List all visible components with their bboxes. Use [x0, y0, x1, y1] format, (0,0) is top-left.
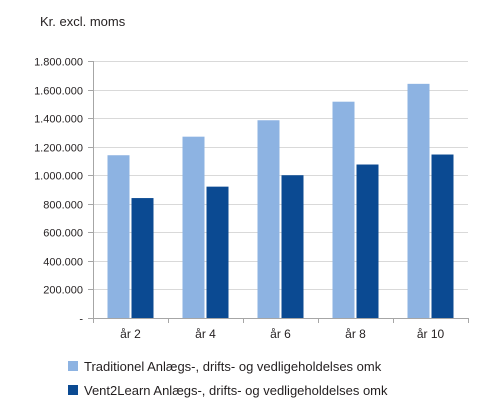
x-tick-label: år 8: [345, 327, 366, 341]
legend-swatch: [68, 361, 78, 371]
bar-vent2learn: [356, 164, 379, 318]
y-tick-label: 400.000: [43, 257, 83, 269]
bar-traditionel: [182, 136, 205, 318]
bar-vent2learn: [206, 186, 229, 318]
y-tick-label: 600.000: [43, 228, 83, 240]
bar-traditionel: [332, 101, 355, 318]
y-tick-label: -: [79, 314, 83, 326]
bars: [107, 83, 454, 318]
legend: Traditionel Anlægs-, drifts- og vedligeh…: [68, 359, 388, 398]
y-tick-label: 800.000: [43, 200, 83, 212]
y-tick-label: 1.200.000: [34, 143, 83, 155]
x-tick-label: år 6: [270, 327, 291, 341]
y-tick-label: 200.000: [43, 285, 83, 297]
bar-traditionel: [107, 155, 130, 318]
y-tick-label: 1.000.000: [34, 171, 83, 183]
x-tick-label: år 2: [120, 327, 141, 341]
gridlines: [93, 61, 468, 290]
unit-label: Kr. excl. moms: [40, 14, 126, 29]
y-tick-label: 1.600.000: [34, 86, 83, 98]
x-axis-ticks: år 2 år 4 år 6 år 8 år 10: [93, 318, 469, 341]
x-tick-label: år 10: [417, 327, 445, 341]
bar-traditionel: [257, 120, 280, 318]
legend-swatch: [68, 385, 78, 395]
legend-label: Vent2Learn Anlægs-, drifts- og vedligeho…: [84, 383, 388, 398]
y-tick-label: 1.400.000: [34, 114, 83, 126]
legend-label: Traditionel Anlægs-, drifts- og vedligeh…: [84, 359, 382, 374]
y-tick-label: 1.800.000: [34, 57, 83, 69]
x-tick-label: år 4: [195, 327, 216, 341]
y-axis-ticks: - 200.000 400.000 600.000 800.000 1.000.000 1.…: [34, 57, 93, 326]
bar-vent2learn: [281, 175, 304, 318]
bar-vent2learn: [431, 154, 454, 318]
axes: [93, 61, 468, 319]
bar-vent2learn: [131, 198, 154, 318]
bar-traditionel: [407, 83, 430, 318]
